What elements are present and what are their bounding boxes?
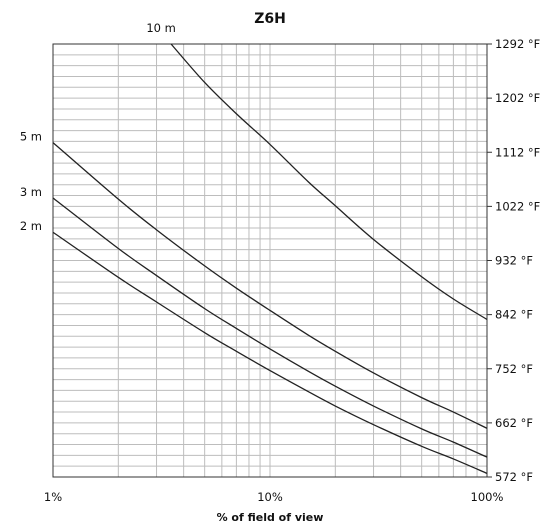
series-label: 10 m bbox=[146, 21, 176, 35]
y-tick-label: 572 °F bbox=[495, 470, 533, 484]
y-tick-label: 932 °F bbox=[495, 254, 533, 268]
x-tick-label: 1% bbox=[44, 490, 62, 504]
y-tick-label: 1022 °F bbox=[495, 199, 540, 213]
series-labels: 10 m 5 m 3 m 2 m bbox=[20, 21, 176, 233]
x-axis-label: % of field of view bbox=[217, 511, 324, 524]
series-label: 3 m bbox=[20, 185, 42, 199]
chart-title: Z6H bbox=[254, 11, 286, 27]
x-tick-labels: 1% 10% 100% bbox=[44, 490, 504, 504]
series-label: 5 m bbox=[20, 130, 42, 144]
series-label: 2 m bbox=[20, 219, 42, 233]
y-tick-label: 752 °F bbox=[495, 362, 533, 376]
y-tick-label: 1292 °F bbox=[495, 37, 540, 51]
y-tick-labels: 1292 °F 1202 °F 1112 °F 1022 °F 932 °F 842 °F… bbox=[487, 37, 540, 484]
grid bbox=[53, 44, 487, 477]
series-line-2m bbox=[52, 231, 488, 474]
y-tick-label: 662 °F bbox=[495, 416, 533, 430]
series-line-10m bbox=[170, 43, 488, 320]
y-tick-label: 1112 °F bbox=[495, 145, 540, 159]
series-line-5m bbox=[52, 142, 488, 429]
x-tick-label: 100% bbox=[471, 490, 504, 504]
x-tick-label: 10% bbox=[257, 490, 283, 504]
series-line-3m bbox=[52, 197, 488, 458]
series-lines bbox=[52, 43, 488, 474]
y-tick-label: 842 °F bbox=[495, 308, 533, 322]
y-tick-label: 1202 °F bbox=[495, 91, 540, 105]
